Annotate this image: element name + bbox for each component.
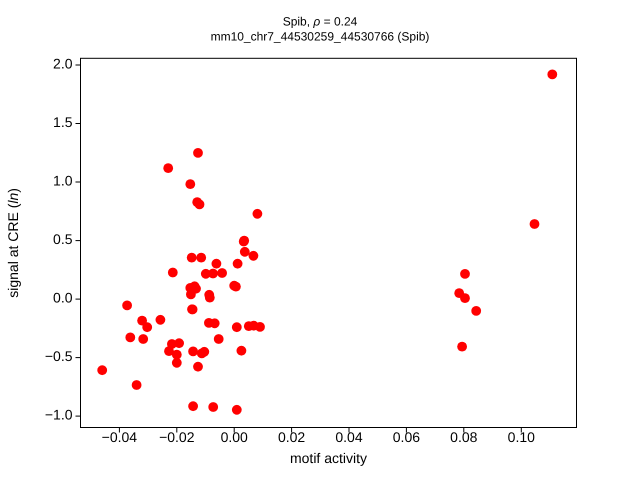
svg-text:mm10_chr7_44530259_44530766 (S: mm10_chr7_44530259_44530766 (Spib) bbox=[211, 30, 430, 44]
svg-text:0.10: 0.10 bbox=[508, 429, 535, 445]
svg-text:2.0: 2.0 bbox=[53, 56, 73, 72]
svg-text:0.06: 0.06 bbox=[393, 429, 420, 445]
svg-text:motif activity: motif activity bbox=[290, 450, 367, 466]
svg-text:0.02: 0.02 bbox=[278, 429, 305, 445]
svg-text:−0.5: −0.5 bbox=[45, 348, 73, 364]
svg-text:0.5: 0.5 bbox=[53, 231, 73, 247]
svg-text:−0.02: −0.02 bbox=[159, 429, 195, 445]
svg-text:−0.04: −0.04 bbox=[102, 429, 138, 445]
svg-text:0.0: 0.0 bbox=[53, 290, 73, 306]
svg-text:1.5: 1.5 bbox=[53, 114, 73, 130]
svg-text:0.08: 0.08 bbox=[450, 429, 477, 445]
svg-text:0.04: 0.04 bbox=[335, 429, 362, 445]
svg-text:0.00: 0.00 bbox=[221, 429, 248, 445]
svg-text:Spib, ρ = 0.24: Spib, ρ = 0.24 bbox=[283, 15, 358, 29]
svg-text:1.0: 1.0 bbox=[53, 173, 73, 189]
svg-text:signal at CRE (ln): signal at CRE (ln) bbox=[5, 188, 21, 298]
svg-text:−1.0: −1.0 bbox=[45, 407, 73, 423]
